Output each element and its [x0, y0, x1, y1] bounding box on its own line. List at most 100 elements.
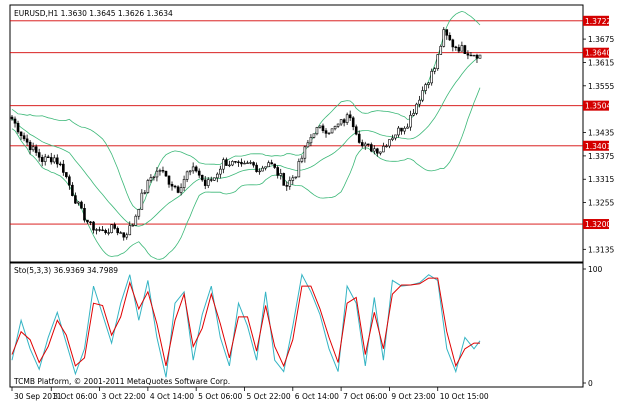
candle-body	[442, 29, 446, 47]
candle-body	[37, 152, 41, 158]
candle-body	[285, 185, 289, 187]
candlesticks	[10, 27, 482, 241]
time-tick-label: 10 Oct 15:00	[440, 392, 489, 401]
price-tick-label: 1.3675	[588, 35, 614, 44]
candle-body	[336, 123, 340, 127]
candle-body	[267, 162, 270, 168]
candle-body	[140, 192, 144, 210]
candle-body	[303, 146, 307, 159]
horizontal-levels[interactable]	[10, 20, 583, 225]
candle-body	[294, 176, 298, 179]
indicator-info: Sto(5,3,3) 36.9369 34.7989	[14, 266, 118, 275]
candle-body	[406, 126, 409, 129]
candle-body	[137, 209, 141, 217]
price-tick-label: 1.3615	[588, 58, 614, 67]
candle-body	[321, 125, 325, 131]
time-tick-label: 9 Oct 23:00	[391, 392, 435, 401]
candle-body	[212, 177, 216, 181]
price-tick-label: 1.3555	[588, 82, 614, 91]
price-tick-label: 1.3255	[588, 199, 614, 208]
candle-body	[394, 134, 397, 139]
candle-body	[19, 131, 23, 136]
candle-body	[366, 143, 370, 146]
candle-body	[92, 221, 95, 231]
candle-body	[86, 219, 89, 223]
candle-body	[363, 143, 367, 147]
candle-body	[433, 68, 437, 72]
candle-body	[71, 184, 74, 196]
candle-body	[188, 170, 192, 173]
candle-body	[324, 130, 328, 134]
candle-body	[397, 127, 400, 136]
candle-body	[348, 114, 352, 119]
candle-body	[222, 159, 225, 170]
candle-body	[333, 125, 337, 130]
price-axis: 1.3675 1.3615 1.3555 1.3435 1.3375 1.3315 1.32…	[583, 35, 614, 254]
stoch-panel-frame	[9, 262, 584, 388]
candle-body	[206, 179, 210, 186]
candle-body	[80, 201, 83, 209]
candle-body	[52, 157, 56, 163]
candle-body	[170, 184, 174, 187]
candle-body	[155, 170, 159, 178]
stochastic-lines	[11, 273, 481, 378]
candle-body	[463, 45, 467, 54]
level-tag	[583, 140, 609, 151]
candle-body	[306, 142, 310, 148]
candle-body	[439, 46, 443, 55]
level-tag-label: 1.3640	[585, 49, 611, 58]
candle-body	[288, 180, 292, 187]
candle-body	[185, 171, 189, 180]
candle-body	[466, 53, 470, 56]
candle-body	[10, 116, 14, 120]
time-tick-label: 5 Oct 22:00	[246, 392, 290, 401]
candle-body	[475, 54, 479, 59]
candle-body	[200, 174, 204, 181]
candle-body	[415, 103, 418, 114]
level-tag-label: 1.3722	[585, 17, 611, 26]
candle-body	[249, 162, 252, 164]
candle-body	[412, 113, 415, 116]
candle-body	[34, 146, 38, 153]
candle-body	[258, 170, 261, 173]
candle-body	[436, 54, 440, 70]
candle-body	[149, 177, 153, 181]
symbol-info: EURUSD,H1 1.3630 1.3645 1.3626 1.3634	[14, 9, 173, 18]
candle-body	[55, 157, 59, 165]
candle-body	[219, 168, 222, 175]
time-tick-label: 3 Oct 22:00	[102, 392, 146, 401]
level-tag	[583, 219, 609, 230]
candle-body	[327, 132, 331, 134]
candle-body	[216, 173, 219, 179]
candle-body	[22, 135, 26, 140]
stoch-tick-label: 100	[588, 265, 603, 274]
candle-body	[83, 208, 86, 221]
candle-body	[240, 161, 243, 165]
candle-body	[116, 228, 119, 234]
middle-band	[11, 56, 481, 227]
candle-body	[427, 82, 430, 85]
bollinger-bands	[11, 10, 481, 260]
candle-body	[264, 166, 267, 169]
candle-body	[146, 180, 150, 193]
level-tag-label: 1.3401	[585, 142, 611, 151]
candle-body	[454, 46, 458, 49]
time-tick-label: 7 Oct 06:00	[343, 392, 387, 401]
candle-body	[74, 195, 77, 204]
candle-body	[255, 164, 258, 172]
candle-body	[472, 54, 476, 57]
candle-body	[13, 118, 17, 124]
candle-body	[354, 126, 358, 135]
candle-body	[59, 163, 62, 166]
candle-body	[128, 225, 132, 236]
candle-body	[237, 161, 240, 164]
candle-body	[291, 177, 295, 181]
candle-body	[167, 175, 171, 185]
candle-body	[448, 34, 452, 41]
candle-body	[107, 232, 110, 234]
candle-body	[28, 141, 32, 151]
candle-body	[357, 133, 361, 143]
candle-body	[101, 229, 104, 232]
candle-body	[360, 142, 364, 147]
